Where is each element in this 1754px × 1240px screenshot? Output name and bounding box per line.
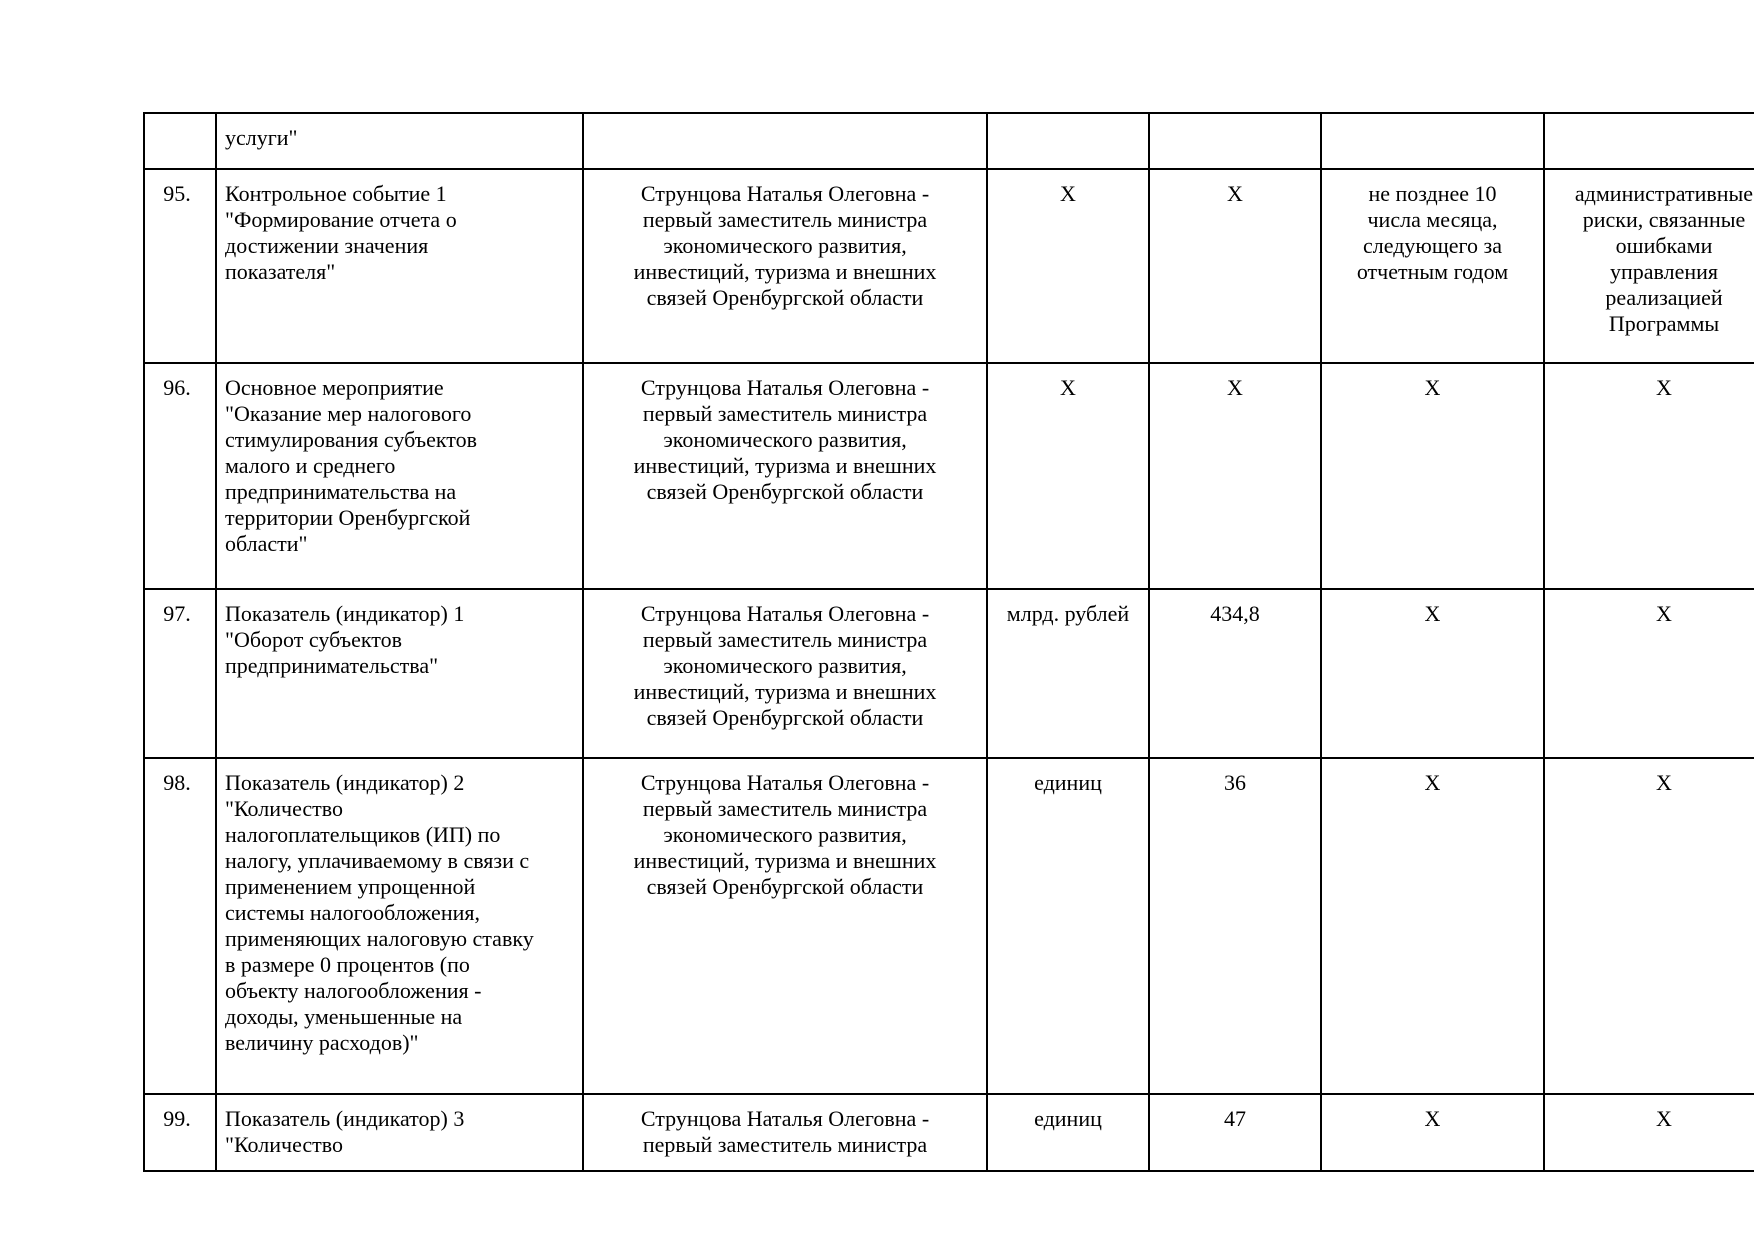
table-row: 99. Показатель (индикатор) 3 "Количество… — [143, 1093, 1754, 1172]
unit-cell: X — [986, 168, 1150, 364]
name-cell: Контрольное событие 1 "Формирование отче… — [215, 168, 584, 364]
row-number-cell: 95. — [143, 168, 217, 364]
risks-cell: административные риски, связанные ошибка… — [1543, 168, 1754, 364]
row-number-cell — [143, 112, 217, 170]
name-cell: Основное мероприятие "Оказание мер налог… — [215, 362, 584, 590]
name-cell: Показатель (индикатор) 2 "Количество нал… — [215, 757, 584, 1095]
risks-cell: X — [1543, 757, 1754, 1095]
unit-cell: единиц — [986, 757, 1150, 1095]
unit-cell — [986, 112, 1150, 170]
person-cell: Струнцова Наталья Олеговна - первый заме… — [582, 362, 988, 590]
unit-cell: X — [986, 362, 1150, 590]
table-row: услуги" — [143, 112, 1754, 170]
value-cell: X — [1148, 362, 1322, 590]
row-number-cell: 96. — [143, 362, 217, 590]
value-cell: X — [1148, 168, 1322, 364]
deadline-cell: X — [1320, 588, 1545, 759]
deadline-cell: X — [1320, 1093, 1545, 1172]
value-cell: 36 — [1148, 757, 1322, 1095]
person-cell: Струнцова Наталья Олеговна - первый заме… — [582, 757, 988, 1095]
deadline-cell: не позднее 10 числа месяца, следующего з… — [1320, 168, 1545, 364]
row-number-cell: 98. — [143, 757, 217, 1095]
row-number-cell: 97. — [143, 588, 217, 759]
table-row: 98. Показатель (индикатор) 2 "Количество… — [143, 757, 1754, 1095]
table-row: 96. Основное мероприятие "Оказание мер н… — [143, 362, 1754, 590]
deadline-cell: X — [1320, 757, 1545, 1095]
unit-cell: единиц — [986, 1093, 1150, 1172]
name-cell: услуги" — [215, 112, 584, 170]
risks-cell — [1543, 112, 1754, 170]
unit-cell: млрд. рублей — [986, 588, 1150, 759]
person-cell: Струнцова Наталья Олеговна - первый заме… — [582, 588, 988, 759]
person-cell: Струнцова Наталья Олеговна - первый заме… — [582, 168, 988, 364]
program-indicators-table: услуги" 95. Контрольное событие 1 "Форми… — [143, 112, 1754, 1172]
table-row: 95. Контрольное событие 1 "Формирование … — [143, 168, 1754, 364]
deadline-cell: X — [1320, 362, 1545, 590]
row-number-cell: 99. — [143, 1093, 217, 1172]
name-cell: Показатель (индикатор) 1 "Оборот субъект… — [215, 588, 584, 759]
value-cell: 434,8 — [1148, 588, 1322, 759]
deadline-cell — [1320, 112, 1545, 170]
person-cell — [582, 112, 988, 170]
risks-cell: X — [1543, 588, 1754, 759]
name-cell: Показатель (индикатор) 3 "Количество — [215, 1093, 584, 1172]
value-cell — [1148, 112, 1322, 170]
person-cell: Струнцова Наталья Олеговна - первый заме… — [582, 1093, 988, 1172]
table-row: 97. Показатель (индикатор) 1 "Оборот суб… — [143, 588, 1754, 759]
risks-cell: X — [1543, 1093, 1754, 1172]
risks-cell: X — [1543, 362, 1754, 590]
value-cell: 47 — [1148, 1093, 1322, 1172]
